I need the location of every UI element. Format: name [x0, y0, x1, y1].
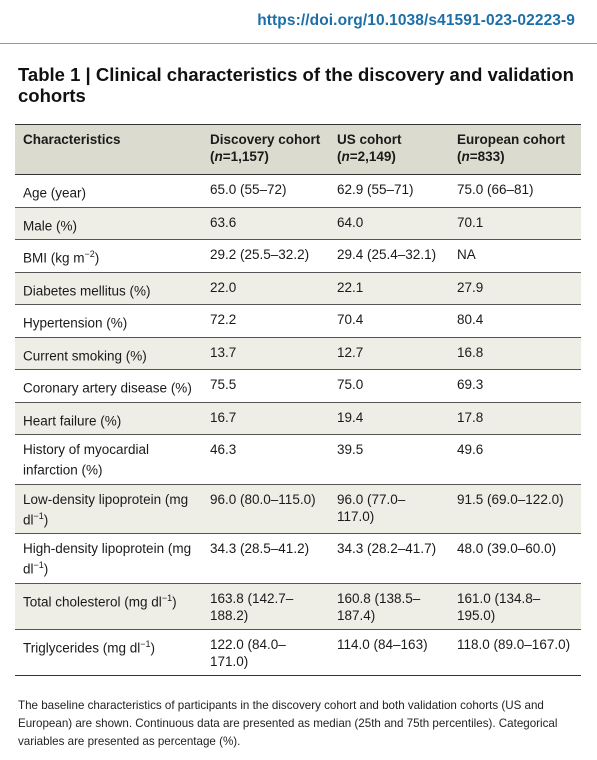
row-label: Coronary artery disease (%): [15, 369, 202, 403]
cell-us: 75.0: [329, 369, 449, 403]
table-row: Hypertension (%) 72.2 70.4 80.4: [15, 304, 581, 338]
cell-us: 62.9 (55–71): [329, 174, 449, 208]
row-label: Heart failure (%): [15, 402, 202, 435]
table-row: Diabetes mellitus (%) 22.0 22.1 27.9: [15, 272, 581, 305]
table-row: BMI (kg m−2) 29.2 (25.5–32.2) 29.4 (25.4–3…: [15, 239, 581, 273]
table-row: High-density lipoprotein (mg dl−1) 34.3 (…: [15, 533, 581, 584]
cell-us: 64.0: [329, 207, 449, 240]
doi-link[interactable]: https://doi.org/10.1038/s41591-023-02223…: [257, 12, 575, 29]
table-row: History of myocardial infarction (%) 46.3…: [15, 434, 581, 485]
cell-us: 22.1: [329, 272, 449, 305]
cell-european: 49.6: [449, 434, 581, 485]
row-label: Total cholesterol (mg dl−1): [15, 583, 202, 630]
row-label: Age (year): [15, 174, 202, 208]
cell-us: 12.7: [329, 337, 449, 370]
cell-discovery: 13.7: [202, 337, 329, 370]
cell-discovery: 34.3 (28.5–41.2): [202, 533, 329, 584]
cell-us: 34.3 (28.2–41.7): [329, 533, 449, 584]
cell-discovery: 72.2: [202, 304, 329, 338]
cell-european: 75.0 (66–81): [449, 174, 581, 208]
cell-discovery: 122.0 (84.0–171.0): [202, 629, 329, 676]
table-row: Triglycerides (mg dl−1) 122.0 (84.0–171.0…: [15, 629, 581, 676]
header-discovery-cohort: Discovery cohort (n=1,157): [210, 132, 321, 164]
cell-european: 161.0 (134.8–195.0): [449, 583, 581, 630]
cell-us: 114.0 (84–163): [329, 629, 449, 676]
table-header-row: Characteristics Discovery cohort (n=1,15…: [15, 124, 581, 175]
row-label: Hypertension (%): [15, 304, 202, 338]
cell-discovery: 29.2 (25.5–32.2): [202, 239, 329, 273]
table-row: Current smoking (%) 13.7 12.7 16.8: [15, 337, 581, 370]
table-footnote: The baseline characteristics of particip…: [18, 699, 558, 748]
cell-european: 80.4: [449, 304, 581, 338]
cell-european: 118.0 (89.0–167.0): [449, 629, 581, 676]
cell-us: 70.4: [329, 304, 449, 338]
row-label: High-density lipoprotein (mg dl−1): [15, 533, 202, 584]
cell-european: 91.5 (69.0–122.0): [449, 484, 581, 534]
cell-european: 48.0 (39.0–60.0): [449, 533, 581, 584]
header-european-cohort: European cohort (n=833): [457, 132, 566, 164]
cell-discovery: 65.0 (55–72): [202, 174, 329, 208]
cell-european: 69.3: [449, 369, 581, 403]
cell-us: 29.4 (25.4–32.1): [329, 239, 449, 273]
clinical-characteristics-table: Characteristics Discovery cohort (n=1,15…: [15, 124, 581, 676]
row-label: BMI (kg m−2): [15, 239, 202, 273]
table-row: Total cholesterol (mg dl−1) 163.8 (142.7–…: [15, 583, 581, 630]
cell-discovery: 96.0 (80.0–115.0): [202, 484, 329, 534]
cell-discovery: 75.5: [202, 369, 329, 403]
header-characteristics: Characteristics: [23, 132, 121, 147]
cell-european: 70.1: [449, 207, 581, 240]
cell-european: NA: [449, 239, 581, 273]
table-row: Coronary artery disease (%) 75.5 75.0 69.3: [15, 369, 581, 403]
table-row: Age (year) 65.0 (55–72) 62.9 (55–71) 75.0 (…: [15, 174, 581, 208]
row-label: Triglycerides (mg dl−1): [15, 629, 202, 676]
table-row: Male (%) 63.6 64.0 70.1: [15, 207, 581, 240]
header-us-cohort: US cohort (n=2,149): [337, 132, 402, 164]
row-label: Diabetes mellitus (%): [15, 272, 202, 305]
cell-discovery: 22.0: [202, 272, 329, 305]
row-label: Male (%): [15, 207, 202, 240]
cell-european: 17.8: [449, 402, 581, 435]
cell-us: 160.8 (138.5–187.4): [329, 583, 449, 630]
table-row: Low-density lipoprotein (mg dl−1) 96.0 (8…: [15, 484, 581, 534]
row-label: Current smoking (%): [15, 337, 202, 370]
cell-discovery: 46.3: [202, 434, 329, 485]
table-title: Table 1 | Clinical characteristics of th…: [18, 64, 574, 106]
cell-discovery: 63.6: [202, 207, 329, 240]
cell-us: 39.5: [329, 434, 449, 485]
table-row: Heart failure (%) 16.7 19.4 17.8: [15, 402, 581, 435]
cell-european: 16.8: [449, 337, 581, 370]
cell-us: 96.0 (77.0–117.0): [329, 484, 449, 534]
cell-european: 27.9: [449, 272, 581, 305]
cell-discovery: 163.8 (142.7–188.2): [202, 583, 329, 630]
header-divider: [0, 43, 597, 44]
cell-us: 19.4: [329, 402, 449, 435]
row-label: History of myocardial infarction (%): [15, 434, 202, 485]
row-label: Low-density lipoprotein (mg dl−1): [15, 484, 202, 534]
cell-discovery: 16.7: [202, 402, 329, 435]
